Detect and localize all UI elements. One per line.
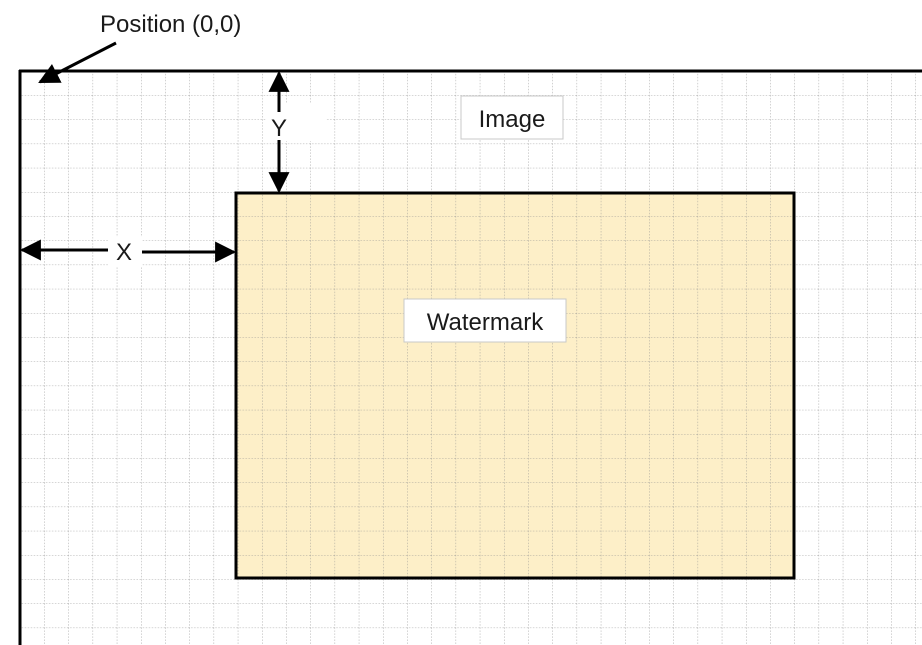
watermark-label-background bbox=[403, 298, 567, 343]
x-label: X bbox=[116, 239, 132, 266]
image-label-background bbox=[460, 95, 564, 140]
watermark-label-box: Watermark bbox=[403, 298, 567, 343]
watermark-area bbox=[234, 191, 796, 580]
image-label: Image bbox=[479, 106, 546, 133]
x-label-background bbox=[108, 237, 142, 267]
y-label-background bbox=[266, 103, 326, 141]
watermark-border bbox=[234, 191, 796, 580]
origin-arrow bbox=[38, 41, 117, 84]
origin-label: Position (0,0) bbox=[100, 11, 241, 38]
watermark-label: Watermark bbox=[427, 309, 544, 336]
y-label: Y bbox=[271, 115, 287, 142]
origin-indicator: Position (0,0) bbox=[38, 11, 241, 84]
x-offset-indicator: X bbox=[19, 237, 237, 267]
image-label-box: Image bbox=[460, 95, 564, 140]
y-offset-indicator: Y bbox=[266, 70, 326, 194]
watermark-grid bbox=[236, 193, 794, 578]
